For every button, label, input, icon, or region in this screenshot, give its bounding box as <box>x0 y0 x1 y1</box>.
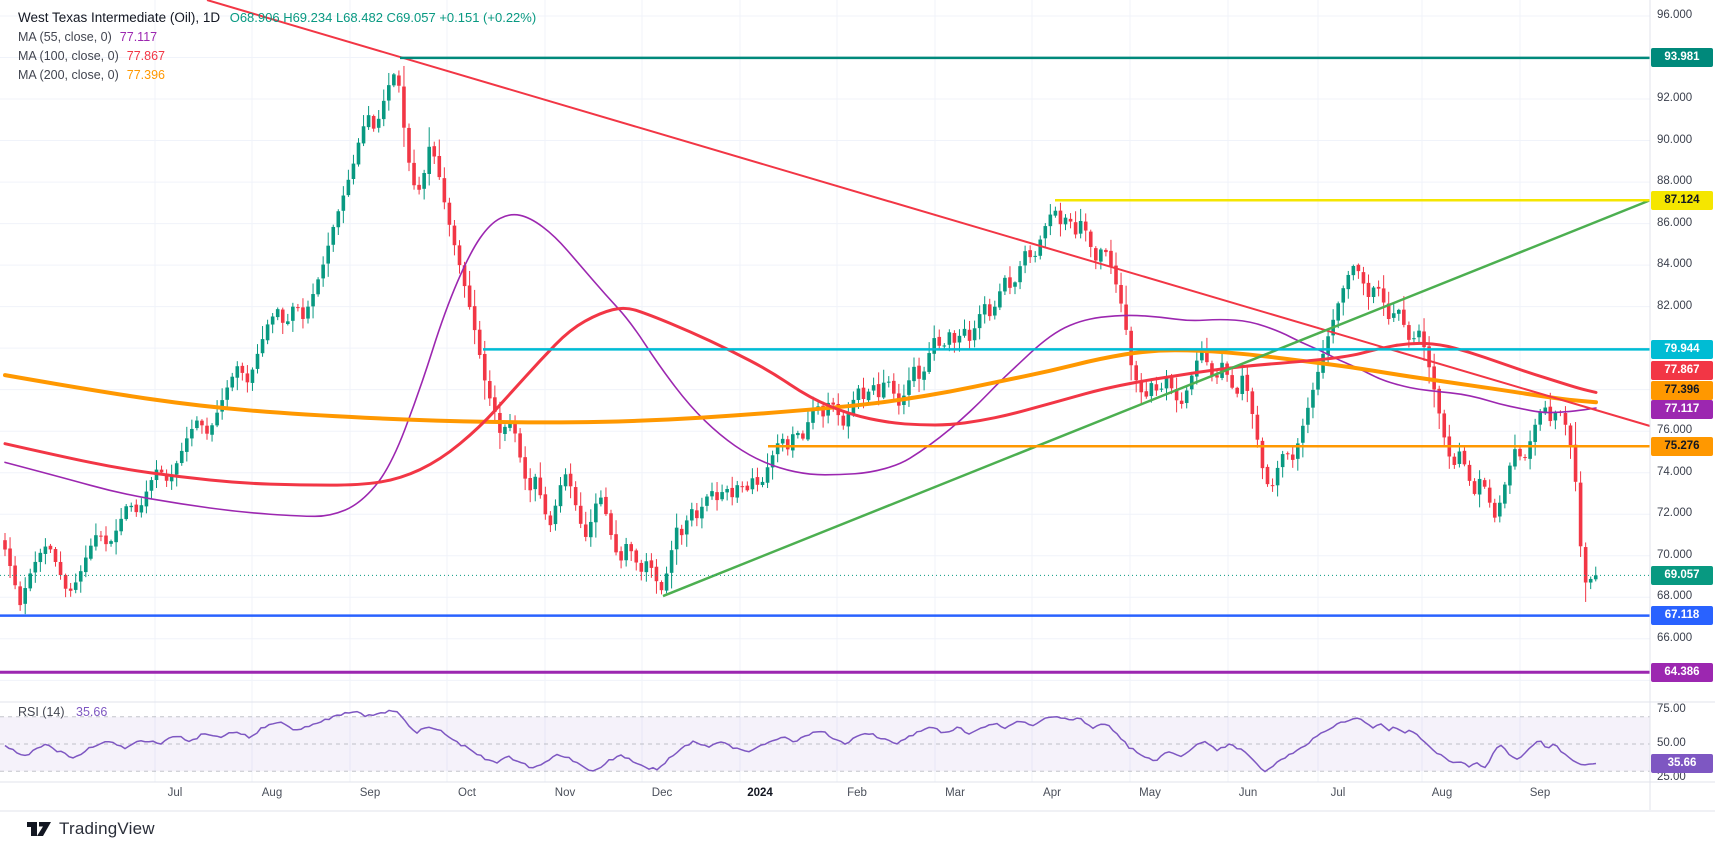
price-badge-64.386: 64.386 <box>1651 662 1713 682</box>
time-label-Jun: Jun <box>1238 787 1258 799</box>
time-label-Apr: Apr <box>1043 787 1061 799</box>
time-label-Mar: Mar <box>945 787 965 799</box>
rsi-axis-label: 50.00 <box>1657 737 1686 749</box>
rsi-legend[interactable]: RSI (14) 35.66 <box>18 703 107 721</box>
time-label-Jul: Jul <box>167 787 183 799</box>
time-label-May: May <box>1139 787 1161 799</box>
price-axis-label: 82.000 <box>1657 299 1693 312</box>
price-badge-87.124: 87.124 <box>1651 190 1713 210</box>
trendline-descending[interactable] <box>206 0 1651 427</box>
rsi-line[interactable] <box>4 709 1597 773</box>
price-axis-label: 72.000 <box>1657 507 1693 520</box>
rsi-axis-label: 25.00 <box>1657 771 1686 783</box>
time-label-Feb: Feb <box>847 787 867 799</box>
time-label-Aug: Aug <box>1431 787 1453 799</box>
price-badge-69.057: 69.057 <box>1651 565 1713 585</box>
price-badge-77.396: 77.396 <box>1651 380 1713 400</box>
price-axis-label: 96.000 <box>1657 9 1693 21</box>
price-axis-label: 68.000 <box>1657 590 1693 603</box>
price-axis-label: 76.000 <box>1657 424 1693 437</box>
price-axis-label: 88.000 <box>1657 175 1693 188</box>
price-badge-77.117: 77.117 <box>1651 399 1713 419</box>
price-badge-67.118: 67.118 <box>1651 606 1713 626</box>
rsi-value: 35.66 <box>76 705 108 719</box>
price-axis-label: 70.000 <box>1657 548 1693 561</box>
time-label-Jul: Jul <box>1330 787 1346 799</box>
time-label-Aug: Aug <box>261 787 283 799</box>
price-axis-label: 86.000 <box>1657 216 1693 229</box>
rsi-badge: 35.66 <box>1651 754 1713 773</box>
tradingview-logo-icon <box>27 822 51 836</box>
time-label-Nov: Nov <box>554 787 576 799</box>
rsi-label: RSI (14) <box>18 705 65 719</box>
price-axis-label: 74.000 <box>1657 465 1693 478</box>
time-label-2024: 2024 <box>747 787 773 799</box>
price-badge-79.944: 79.944 <box>1651 339 1713 359</box>
time-label-Oct: Oct <box>458 787 476 799</box>
trendline-ascending[interactable] <box>662 199 1651 598</box>
candles <box>3 65 1598 615</box>
price-axis-label: 66.000 <box>1657 631 1693 644</box>
time-label-Sep: Sep <box>359 787 381 799</box>
ma-line-ma200[interactable] <box>3 348 1598 425</box>
time-label-Sep: Sep <box>1529 787 1551 799</box>
price-axis-label: 92.000 <box>1657 92 1693 105</box>
price-badge-93.981: 93.981 <box>1651 48 1713 68</box>
ma-line-ma100[interactable] <box>3 306 1598 487</box>
price-badge-77.867: 77.867 <box>1651 360 1713 380</box>
rsi-axis-label: 75.00 <box>1657 703 1686 715</box>
tradingview-logo-text: TradingView <box>59 819 155 838</box>
ma-line-ma55[interactable] <box>4 213 1597 518</box>
price-axis-label: 84.000 <box>1657 258 1693 271</box>
price-axis-label: 90.000 <box>1657 133 1693 146</box>
price-badge-75.276: 75.276 <box>1651 436 1713 456</box>
tradingview-brand[interactable]: TradingView <box>26 817 155 841</box>
time-label-Dec: Dec <box>651 787 673 799</box>
